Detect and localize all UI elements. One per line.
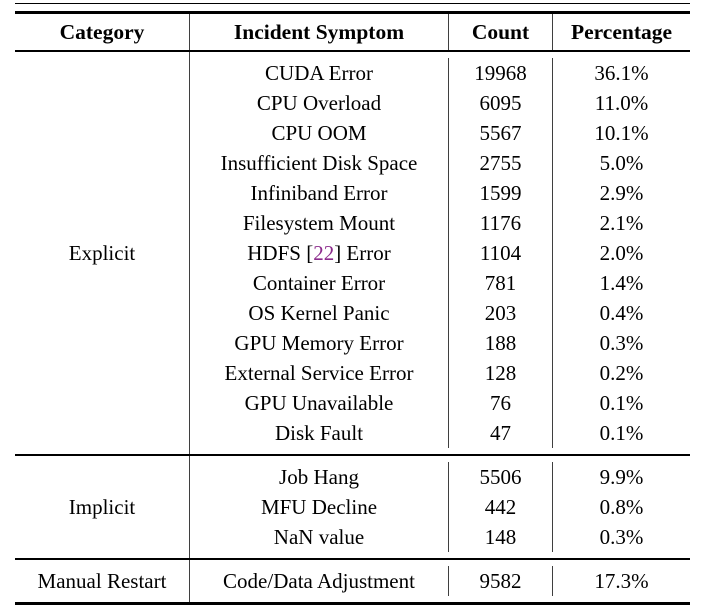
count-cell: 47 — [449, 418, 553, 448]
percentage-cell: 36.1% — [594, 60, 649, 85]
percentage-cell: 0.1% — [599, 420, 644, 445]
table-row: Infiniband Error 1599 2.9% — [190, 178, 690, 208]
symptom-cell: OS Kernel Panic — [190, 298, 449, 328]
symptom-cell: CUDA Error — [190, 58, 449, 88]
percentage-cell: 17.3% — [594, 568, 649, 593]
count-cell: 9582 — [449, 566, 553, 596]
percentage-cell: 0.2% — [599, 360, 644, 385]
percentage-cell: 0.1% — [599, 390, 644, 415]
symptom-cell: Job Hang — [190, 462, 449, 492]
section-rows: Job Hang 5506 9.9% MFU Decline 442 0.8% NaN va… — [190, 456, 690, 558]
section-divider-rule — [15, 454, 690, 456]
count-cell: 203 — [449, 298, 553, 328]
incident-symptom-table: Category Incident Symptom Count Percentage … — [15, 3, 690, 605]
percentage-cell: 0.3% — [599, 330, 644, 355]
percentage-cell: 10.1% — [594, 120, 649, 145]
percentage-cell: 1.4% — [599, 270, 644, 295]
count-cell: 5506 — [449, 462, 553, 492]
count-cell: 1176 — [449, 208, 553, 238]
table-row: External Service Error 128 0.2% — [190, 358, 690, 388]
percentage-cell: 5.0% — [599, 150, 644, 175]
count-cell: 2755 — [449, 148, 553, 178]
table-row: Container Error 781 1.4% — [190, 268, 690, 298]
table-body: Explicit CUDA Error 19968 36.1% CPU Overload… — [15, 52, 690, 602]
count-cell: 76 — [449, 388, 553, 418]
count-cell: 19968 — [449, 58, 553, 88]
percentage-cell: 0.8% — [599, 494, 644, 519]
table-row: NaN value 148 0.3% — [190, 522, 690, 552]
section-rows: CUDA Error 19968 36.1% CPU Overload 6095 11.0… — [190, 52, 690, 454]
count-cell: 6095 — [449, 88, 553, 118]
symptom-cell: Code/Data Adjustment — [190, 566, 449, 596]
symptom-cell: GPU Memory Error — [190, 328, 449, 358]
symptom-cell: NaN value — [190, 522, 449, 552]
symptom-cell: Infiniband Error — [190, 178, 449, 208]
category-cell-explicit: Explicit — [15, 52, 190, 454]
table-row: Disk Fault 47 0.1% — [190, 418, 690, 448]
table-row: Job Hang 5506 9.9% — [190, 462, 690, 492]
symptom-cell: HDFS [22] Error — [190, 238, 449, 268]
table-header-row: Category Incident Symptom Count Percentage — [15, 14, 690, 50]
count-cell: 5567 — [449, 118, 553, 148]
section-rows: Code/Data Adjustment 9582 17.3% — [190, 560, 690, 602]
table-row: Filesystem Mount 1176 2.1% — [190, 208, 690, 238]
column-header-percentage: Percentage — [570, 19, 673, 44]
symptom-cell: Filesystem Mount — [190, 208, 449, 238]
category-cell-manual-restart: Manual Restart — [15, 560, 190, 602]
table-row: Code/Data Adjustment 9582 17.3% — [190, 566, 690, 596]
symptom-text: HDFS [ — [247, 240, 314, 265]
count-cell: 1599 — [449, 178, 553, 208]
section-divider-rule — [15, 558, 690, 560]
section-manual-restart: Manual Restart Code/Data Adjustment 9582 17… — [15, 560, 690, 602]
symptom-cell: CPU OOM — [190, 118, 449, 148]
bottom-rule — [15, 602, 690, 605]
top-rule — [15, 11, 690, 14]
count-cell: 1104 — [449, 238, 553, 268]
table-row: CPU Overload 6095 11.0% — [190, 88, 690, 118]
section-implicit: Implicit Job Hang 5506 9.9% MFU Decline 442 0.… — [15, 456, 690, 558]
count-cell: 148 — [449, 522, 553, 552]
percentage-cell: 2.1% — [599, 210, 644, 235]
symptom-text: ] Error — [334, 240, 391, 265]
count-cell: 128 — [449, 358, 553, 388]
table-row: OS Kernel Panic 203 0.4% — [190, 298, 690, 328]
section-explicit: Explicit CUDA Error 19968 36.1% CPU Overload… — [15, 52, 690, 454]
count-cell: 781 — [449, 268, 553, 298]
table-row: Insufficient Disk Space 2755 5.0% — [190, 148, 690, 178]
table-row: GPU Unavailable 76 0.1% — [190, 388, 690, 418]
percentage-cell: 2.9% — [599, 180, 644, 205]
table-row: CPU OOM 5567 10.1% — [190, 118, 690, 148]
percentage-cell: 2.0% — [599, 240, 644, 265]
symptom-cell: Insufficient Disk Space — [190, 148, 449, 178]
table-row: MFU Decline 442 0.8% — [190, 492, 690, 522]
citation-link[interactable]: 22 — [313, 240, 335, 265]
symptom-cell: Container Error — [190, 268, 449, 298]
top-outer-rule — [15, 3, 690, 4]
category-cell-implicit: Implicit — [15, 456, 190, 558]
column-header-count: Count — [449, 14, 553, 50]
percentage-cell: 11.0% — [594, 90, 649, 115]
symptom-cell: Disk Fault — [190, 418, 449, 448]
symptom-cell: GPU Unavailable — [190, 388, 449, 418]
count-cell: 188 — [449, 328, 553, 358]
column-header-incident-symptom: Incident Symptom — [190, 14, 449, 50]
symptom-cell: MFU Decline — [190, 492, 449, 522]
symptom-cell: CPU Overload — [190, 88, 449, 118]
table-row: CUDA Error 19968 36.1% — [190, 58, 690, 88]
percentage-cell: 0.4% — [599, 300, 644, 325]
header-rule — [15, 50, 690, 52]
percentage-cell: 0.3% — [599, 524, 644, 549]
symptom-cell: External Service Error — [190, 358, 449, 388]
count-cell: 442 — [449, 492, 553, 522]
column-header-category: Category — [15, 14, 190, 50]
table-row: GPU Memory Error 188 0.3% — [190, 328, 690, 358]
percentage-cell: 9.9% — [599, 464, 644, 489]
table-row: HDFS [22] Error 1104 2.0% — [190, 238, 690, 268]
